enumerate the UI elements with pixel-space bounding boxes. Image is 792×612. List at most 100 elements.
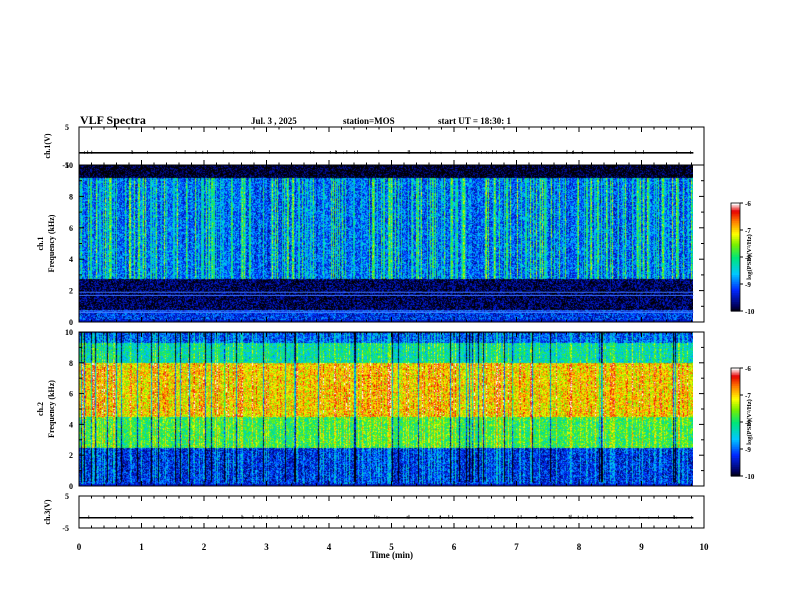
- colorbar-segment: [731, 291, 740, 294]
- colorbar-segment: [731, 382, 740, 385]
- colorbar-tick-label: -10: [745, 308, 755, 316]
- colorbar-segment: [731, 431, 740, 434]
- colorbar-segment: [731, 260, 740, 263]
- colorbar-segment: [731, 396, 740, 400]
- colorbar-segment: [731, 391, 740, 394]
- colorbar-segment: [731, 371, 740, 374]
- colorbar-segment: [731, 456, 740, 459]
- x-tick-label: 10: [700, 542, 710, 552]
- colorbar-segment: [731, 284, 740, 287]
- y-tick-label: 10: [65, 161, 73, 170]
- colorbar-segment: [731, 289, 740, 292]
- colorbar-segment: [731, 267, 740, 271]
- colorbar-segment: [731, 257, 740, 260]
- colorbar-segment: [731, 309, 740, 312]
- colorbar-segment: [731, 468, 740, 472]
- colorbar-segment: [731, 273, 740, 276]
- figure-date: Jul. 3 , 2025: [251, 116, 297, 126]
- colorbar-segment: [731, 213, 740, 217]
- ch3-waveform-panel: 5 -5 ch.3(V): [43, 492, 705, 533]
- colorbar-segment: [731, 413, 740, 416]
- colorbar-segment: [731, 224, 740, 227]
- y-tick-label: 4: [69, 255, 73, 264]
- colorbar-segment: [731, 369, 740, 373]
- colorbar-segment: [731, 418, 740, 421]
- colorbar-segment: [731, 380, 740, 383]
- colorbar-segment: [731, 212, 740, 215]
- colorbar-segment: [731, 368, 740, 371]
- colorbar-segment: [731, 271, 740, 274]
- colorbar-segment: [731, 251, 740, 254]
- colorbar-segment: [731, 226, 740, 229]
- y-tick-label: 6: [69, 390, 73, 399]
- colorbar-segment: [731, 386, 740, 389]
- colorbar-segment: [731, 246, 740, 249]
- colorbar-segment: [731, 461, 740, 464]
- y-axis-label: Frequency (kHz): [47, 380, 56, 438]
- colorbar-segment: [731, 285, 740, 289]
- x-axis-label: Time (min): [370, 550, 413, 560]
- colorbar-segment: [731, 239, 740, 242]
- y-tick-label: 2: [69, 287, 73, 296]
- colorbar-segment: [731, 235, 740, 238]
- colorbar-segment: [731, 458, 740, 461]
- colorbar-tick-label: -7: [745, 227, 751, 235]
- colorbar-segment: [731, 269, 740, 272]
- colorbar-segment: [731, 305, 740, 308]
- colorbar-segment: [731, 411, 740, 414]
- y-tick-label: 5: [65, 123, 69, 132]
- x-tick-label: 6: [452, 542, 457, 552]
- colorbar-segment: [731, 373, 740, 376]
- figure-title: VLF Spectra: [80, 113, 146, 127]
- colorbar-label: log(PSD)(V²/Hz): [746, 399, 753, 445]
- colorbar-segment: [731, 414, 740, 418]
- colorbar-segment: [731, 237, 740, 240]
- colorbar-segment: [731, 440, 740, 443]
- colorbar-segment: [731, 438, 740, 441]
- colorbar-segment: [731, 217, 740, 220]
- spectrogram-image: [79, 165, 693, 322]
- colorbar-segment: [731, 420, 740, 423]
- ch2-spectrogram-panel: 0 2 4 6 8 10 ch.2 Frequency (kHz) -6 -7 -8 -9 -10 log…: [36, 328, 755, 491]
- colorbar-segment: [731, 445, 740, 448]
- colorbar-segment: [731, 204, 740, 208]
- ch1-waveform-panel: 5 -5 ch.1(V): [43, 123, 705, 170]
- colorbar-segment: [731, 266, 740, 269]
- colorbar-segment: [731, 280, 740, 283]
- colorbar-segment: [731, 449, 740, 452]
- colorbar-segment: [731, 262, 740, 265]
- colorbar-segment: [731, 302, 740, 305]
- colorbar-segment: [731, 210, 740, 213]
- colorbar-tick-label: -9: [745, 281, 751, 289]
- spectrogram-image: [79, 332, 693, 486]
- colorbar-segment: [731, 303, 740, 307]
- colorbar-segment: [731, 450, 740, 454]
- y-tick-label: -5: [62, 524, 69, 533]
- colorbar-segment: [731, 275, 740, 278]
- colorbar-segment: [731, 423, 740, 427]
- x-tick-label: 5: [389, 542, 394, 552]
- colorbar-segment: [731, 405, 740, 409]
- colorbar-segment: [731, 467, 740, 470]
- y-tick-label: 0: [69, 482, 73, 491]
- colorbar-segment: [731, 298, 740, 301]
- colorbar-segment: [731, 447, 740, 450]
- x-tick-label: 3: [264, 542, 269, 552]
- colorbar-segment: [731, 452, 740, 455]
- colorbar-segment: [731, 459, 740, 463]
- colorbar-segment: [731, 255, 740, 258]
- colorbar-segment: [731, 441, 740, 445]
- colorbar-segment: [731, 463, 740, 466]
- colorbar-segment: [731, 208, 740, 211]
- colorbar-segment: [731, 436, 740, 439]
- x-tick-label: 2: [202, 542, 207, 552]
- y-tick-label: 8: [69, 192, 73, 201]
- colorbar-segment: [731, 307, 740, 310]
- figure-station: station=MOS: [343, 116, 395, 126]
- colorbar-segment: [731, 402, 740, 405]
- y-axis-label: ch.2: [36, 402, 45, 416]
- x-axis: 0 1 2 3 4 5 6 7 8 9 10 Time (min): [77, 542, 709, 560]
- colorbar-segment: [731, 240, 740, 244]
- y-axis-label: ch.3(V): [43, 499, 52, 524]
